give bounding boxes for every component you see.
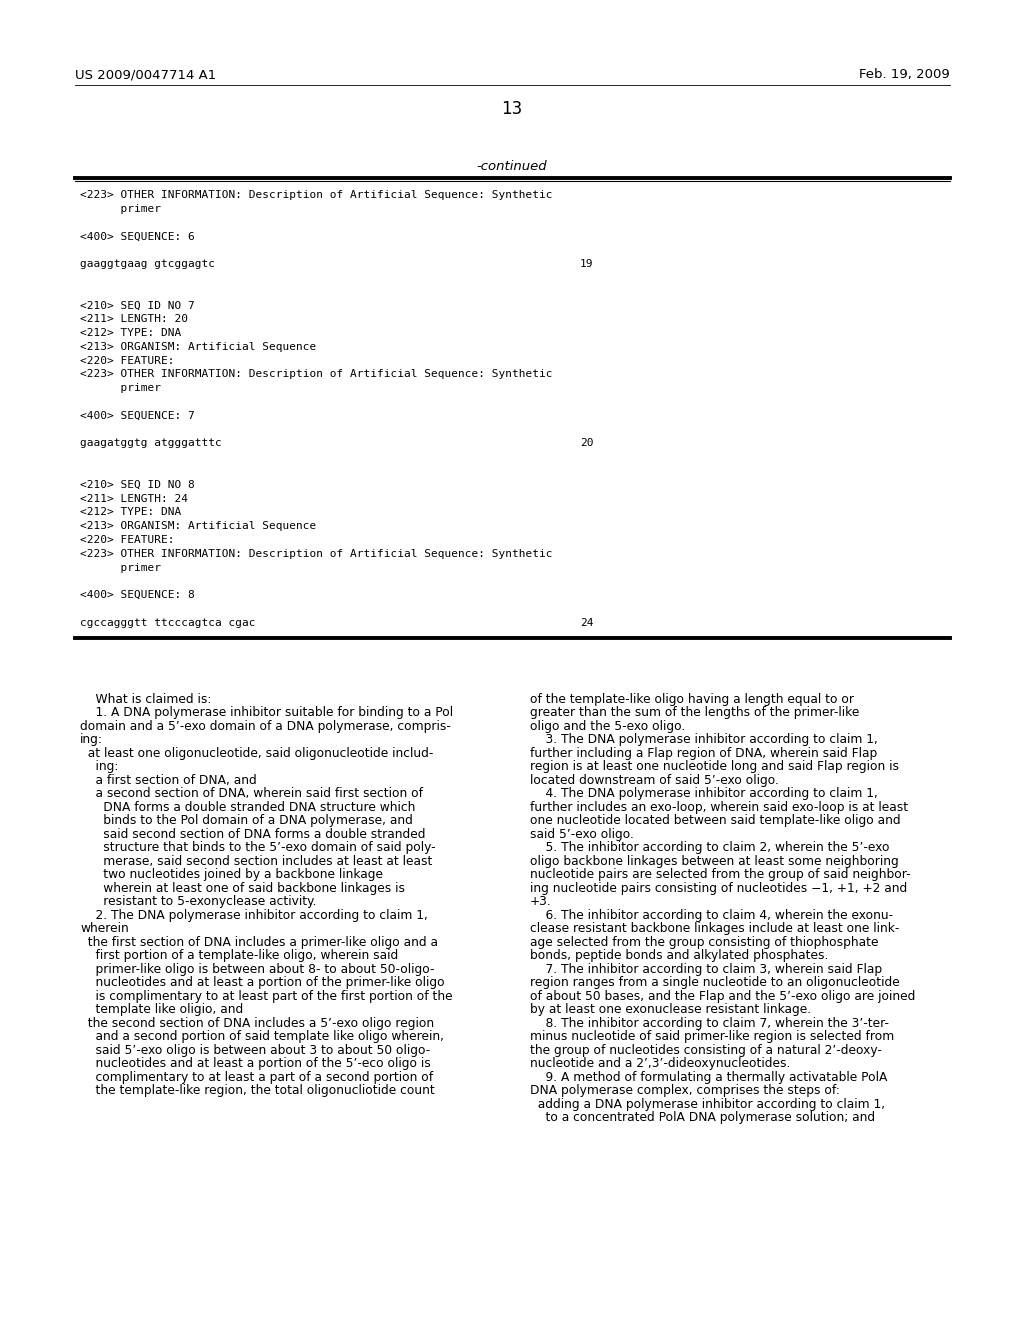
Text: 1. A DNA polymerase inhibitor suitable for binding to a Pol: 1. A DNA polymerase inhibitor suitable f… xyxy=(80,706,454,719)
Text: <223> OTHER INFORMATION: Description of Artificial Sequence: Synthetic: <223> OTHER INFORMATION: Description of … xyxy=(80,370,553,379)
Text: primer-like oligo is between about 8- to about 50-oligo-: primer-like oligo is between about 8- to… xyxy=(80,962,434,975)
Text: further including a Flap region of DNA, wherein said Flap: further including a Flap region of DNA, … xyxy=(530,747,878,759)
Text: DNA polymerase complex, comprises the steps of:: DNA polymerase complex, comprises the st… xyxy=(530,1084,840,1097)
Text: region ranges from a single nucleotide to an oligonucleotide: region ranges from a single nucleotide t… xyxy=(530,975,900,989)
Text: the first section of DNA includes a primer-like oligo and a: the first section of DNA includes a prim… xyxy=(80,936,438,949)
Text: 6. The inhibitor according to claim 4, wherein the exonu-: 6. The inhibitor according to claim 4, w… xyxy=(530,908,893,921)
Text: <223> OTHER INFORMATION: Description of Artificial Sequence: Synthetic: <223> OTHER INFORMATION: Description of … xyxy=(80,549,553,558)
Text: 19: 19 xyxy=(580,259,594,269)
Text: the group of nucleotides consisting of a natural 2’-deoxy-: the group of nucleotides consisting of a… xyxy=(530,1044,882,1056)
Text: primer: primer xyxy=(80,562,161,573)
Text: said second section of DNA forms a double stranded: said second section of DNA forms a doubl… xyxy=(80,828,426,841)
Text: <223> OTHER INFORMATION: Description of Artificial Sequence: Synthetic: <223> OTHER INFORMATION: Description of … xyxy=(80,190,553,201)
Text: adding a DNA polymerase inhibitor according to claim 1,: adding a DNA polymerase inhibitor accord… xyxy=(530,1098,885,1110)
Text: age selected from the group consisting of thiophosphate: age selected from the group consisting o… xyxy=(530,936,879,949)
Text: first portion of a template-like oligo, wherein said: first portion of a template-like oligo, … xyxy=(80,949,398,962)
Text: wherein: wherein xyxy=(80,923,129,935)
Text: one nucleotide located between said template-like oligo and: one nucleotide located between said temp… xyxy=(530,814,901,828)
Text: 8. The inhibitor according to claim 7, wherein the 3’-ter-: 8. The inhibitor according to claim 7, w… xyxy=(530,1016,889,1030)
Text: 13: 13 xyxy=(502,100,522,117)
Text: further includes an exo-loop, wherein said exo-loop is at least: further includes an exo-loop, wherein sa… xyxy=(530,801,908,813)
Text: clease resistant backbone linkages include at least one link-: clease resistant backbone linkages inclu… xyxy=(530,923,899,935)
Text: ing:: ing: xyxy=(80,733,102,746)
Text: of the template-like oligo having a length equal to or: of the template-like oligo having a leng… xyxy=(530,693,854,706)
Text: said 5’-exo oligo.: said 5’-exo oligo. xyxy=(530,828,634,841)
Text: primer: primer xyxy=(80,383,161,393)
Text: <400> SEQUENCE: 8: <400> SEQUENCE: 8 xyxy=(80,590,195,601)
Text: a second section of DNA, wherein said first section of: a second section of DNA, wherein said fi… xyxy=(80,787,423,800)
Text: binds to the Pol domain of a DNA polymerase, and: binds to the Pol domain of a DNA polymer… xyxy=(80,814,413,828)
Text: two nucleotides joined by a backbone linkage: two nucleotides joined by a backbone lin… xyxy=(80,869,383,882)
Text: ing nucleotide pairs consisting of nucleotides −1, +1, +2 and: ing nucleotide pairs consisting of nucle… xyxy=(530,882,907,895)
Text: <210> SEQ ID NO 8: <210> SEQ ID NO 8 xyxy=(80,479,195,490)
Text: merase, said second section includes at least at least: merase, said second section includes at … xyxy=(80,854,432,867)
Text: nucleotides and at least a portion of the 5’-eco oligo is: nucleotides and at least a portion of th… xyxy=(80,1057,431,1071)
Text: cgccagggtt ttcccagtca cgac: cgccagggtt ttcccagtca cgac xyxy=(80,618,256,628)
Text: gaaggtgaag gtcggagtc: gaaggtgaag gtcggagtc xyxy=(80,259,215,269)
Text: <212> TYPE: DNA: <212> TYPE: DNA xyxy=(80,327,181,338)
Text: said 5’-exo oligo is between about 3 to about 50 oligo-: said 5’-exo oligo is between about 3 to … xyxy=(80,1044,430,1056)
Text: gaagatggtg atgggatttc: gaagatggtg atgggatttc xyxy=(80,438,222,449)
Text: +3.: +3. xyxy=(530,895,552,908)
Text: <211> LENGTH: 20: <211> LENGTH: 20 xyxy=(80,314,188,325)
Text: by at least one exonuclease resistant linkage.: by at least one exonuclease resistant li… xyxy=(530,1003,811,1016)
Text: What is claimed is:: What is claimed is: xyxy=(80,693,211,706)
Text: the template-like region, the total oligonucliotide count: the template-like region, the total olig… xyxy=(80,1084,435,1097)
Text: the second section of DNA includes a 5’-exo oligo region: the second section of DNA includes a 5’-… xyxy=(80,1016,434,1030)
Text: of about 50 bases, and the Flap and the 5’-exo oligo are joined: of about 50 bases, and the Flap and the … xyxy=(530,990,915,1003)
Text: 20: 20 xyxy=(580,438,594,449)
Text: 24: 24 xyxy=(580,618,594,628)
Text: <400> SEQUENCE: 7: <400> SEQUENCE: 7 xyxy=(80,411,195,421)
Text: nucleotide and a 2’,3’-dideoxynucleotides.: nucleotide and a 2’,3’-dideoxynucleotide… xyxy=(530,1057,791,1071)
Text: 9. A method of formulating a thermally activatable PolA: 9. A method of formulating a thermally a… xyxy=(530,1071,888,1084)
Text: wherein at least one of said backbone linkages is: wherein at least one of said backbone li… xyxy=(80,882,406,895)
Text: 4. The DNA polymerase inhibitor according to claim 1,: 4. The DNA polymerase inhibitor accordin… xyxy=(530,787,878,800)
Text: greater than the sum of the lengths of the primer-like: greater than the sum of the lengths of t… xyxy=(530,706,859,719)
Text: oligo and the 5-exo oligo.: oligo and the 5-exo oligo. xyxy=(530,719,685,733)
Text: <212> TYPE: DNA: <212> TYPE: DNA xyxy=(80,507,181,517)
Text: to a concentrated PolA DNA polymerase solution; and: to a concentrated PolA DNA polymerase so… xyxy=(530,1111,876,1125)
Text: <220> FEATURE:: <220> FEATURE: xyxy=(80,355,174,366)
Text: <220> FEATURE:: <220> FEATURE: xyxy=(80,535,174,545)
Text: is complimentary to at least part of the first portion of the: is complimentary to at least part of the… xyxy=(80,990,453,1003)
Text: <213> ORGANISM: Artificial Sequence: <213> ORGANISM: Artificial Sequence xyxy=(80,342,316,352)
Text: complimentary to at least a part of a second portion of: complimentary to at least a part of a se… xyxy=(80,1071,433,1084)
Text: bonds, peptide bonds and alkylated phosphates.: bonds, peptide bonds and alkylated phosp… xyxy=(530,949,828,962)
Text: resistant to 5-exonyclease activity.: resistant to 5-exonyclease activity. xyxy=(80,895,316,908)
Text: minus nucleotide of said primer-like region is selected from: minus nucleotide of said primer-like reg… xyxy=(530,1030,894,1043)
Text: <211> LENGTH: 24: <211> LENGTH: 24 xyxy=(80,494,188,504)
Text: located downstream of said 5’-exo oligo.: located downstream of said 5’-exo oligo. xyxy=(530,774,779,787)
Text: template like oligio, and: template like oligio, and xyxy=(80,1003,244,1016)
Text: at least one oligonucleotide, said oligonucleotide includ-: at least one oligonucleotide, said oligo… xyxy=(80,747,433,759)
Text: region is at least one nucleotide long and said Flap region is: region is at least one nucleotide long a… xyxy=(530,760,899,774)
Text: a first section of DNA, and: a first section of DNA, and xyxy=(80,774,257,787)
Text: <210> SEQ ID NO 7: <210> SEQ ID NO 7 xyxy=(80,301,195,310)
Text: US 2009/0047714 A1: US 2009/0047714 A1 xyxy=(75,69,216,81)
Text: DNA forms a double stranded DNA structure which: DNA forms a double stranded DNA structur… xyxy=(80,801,416,813)
Text: and a second portion of said template like oligo wherein,: and a second portion of said template li… xyxy=(80,1030,444,1043)
Text: 2. The DNA polymerase inhibitor according to claim 1,: 2. The DNA polymerase inhibitor accordin… xyxy=(80,908,428,921)
Text: ing:: ing: xyxy=(80,760,119,774)
Text: nucleotide pairs are selected from the group of said neighbor-: nucleotide pairs are selected from the g… xyxy=(530,869,910,882)
Text: 3. The DNA polymerase inhibitor according to claim 1,: 3. The DNA polymerase inhibitor accordin… xyxy=(530,733,878,746)
Text: <213> ORGANISM: Artificial Sequence: <213> ORGANISM: Artificial Sequence xyxy=(80,521,316,531)
Text: oligo backbone linkages between at least some neighboring: oligo backbone linkages between at least… xyxy=(530,854,899,867)
Text: Feb. 19, 2009: Feb. 19, 2009 xyxy=(859,69,950,81)
Text: -continued: -continued xyxy=(477,160,547,173)
Text: structure that binds to the 5’-exo domain of said poly-: structure that binds to the 5’-exo domai… xyxy=(80,841,435,854)
Text: primer: primer xyxy=(80,203,161,214)
Text: nucleotides and at least a portion of the primer-like oligo: nucleotides and at least a portion of th… xyxy=(80,975,444,989)
Text: 7. The inhibitor according to claim 3, wherein said Flap: 7. The inhibitor according to claim 3, w… xyxy=(530,962,882,975)
Text: 5. The inhibitor according to claim 2, wherein the 5’-exo: 5. The inhibitor according to claim 2, w… xyxy=(530,841,890,854)
Text: <400> SEQUENCE: 6: <400> SEQUENCE: 6 xyxy=(80,231,195,242)
Text: domain and a 5’-exo domain of a DNA polymerase, compris-: domain and a 5’-exo domain of a DNA poly… xyxy=(80,719,451,733)
